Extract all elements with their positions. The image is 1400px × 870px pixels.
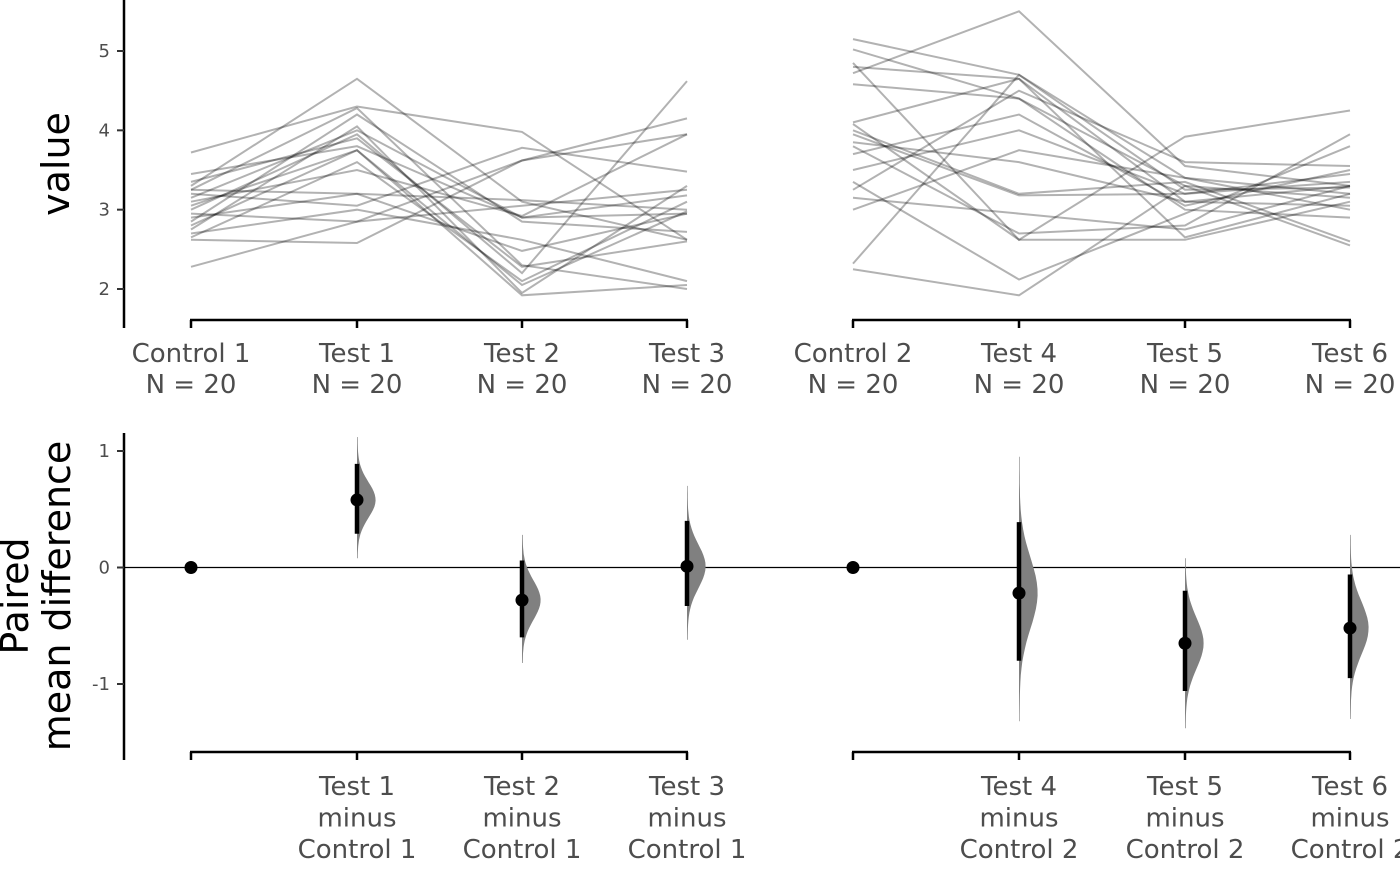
- x-category-label: Test 2: [483, 339, 560, 369]
- x-comparison-label: minus: [1310, 804, 1389, 834]
- y-axis-title: Pairedmean difference: [0, 441, 79, 752]
- x-comparison-label: Control 2: [1291, 835, 1400, 865]
- x-sample-size-label: N = 20: [974, 370, 1065, 400]
- x-comparison-label: Test 4: [980, 772, 1057, 802]
- x-sample-size-label: N = 20: [642, 370, 733, 400]
- mean-difference-point: [681, 560, 694, 573]
- x-comparison-label: Control 1: [298, 835, 417, 865]
- x-comparison-label: Control 2: [1126, 835, 1245, 865]
- x-category-label: Control 2: [794, 339, 913, 369]
- x-sample-size-label: N = 20: [1305, 370, 1396, 400]
- x-category-label: Test 1: [318, 339, 395, 369]
- x-comparison-label: minus: [1145, 804, 1224, 834]
- mean-difference-point: [1013, 587, 1026, 600]
- y-tick-label: -1: [92, 674, 110, 695]
- x-category-label: Test 5: [1146, 339, 1223, 369]
- x-sample-size-label: N = 20: [146, 370, 237, 400]
- y-axis-title: value: [34, 112, 78, 216]
- y-tick-label: 0: [99, 558, 110, 579]
- x-sample-size-label: N = 20: [808, 370, 899, 400]
- x-comparison-label: minus: [647, 804, 726, 834]
- x-category-label: Control 1: [132, 339, 251, 369]
- x-comparison-label: Test 1: [318, 772, 395, 802]
- y-tick-label: 3: [99, 200, 110, 221]
- mean-difference-point: [847, 561, 860, 574]
- paired-observation-line: [853, 186, 1350, 295]
- mean-difference-point: [1344, 622, 1357, 635]
- y-axis-title-line: Paired: [0, 537, 37, 654]
- x-category-label: Test 3: [648, 339, 725, 369]
- x-comparison-label: minus: [482, 804, 561, 834]
- x-category-label: Test 6: [1311, 339, 1388, 369]
- x-comparison-label: Test 2: [483, 772, 560, 802]
- mean-difference-point: [185, 561, 198, 574]
- mean-difference-point: [516, 594, 529, 607]
- x-comparison-label: Control 2: [960, 835, 1079, 865]
- y-tick-label: 1: [99, 441, 110, 462]
- x-comparison-label: Control 1: [628, 835, 747, 865]
- y-tick-label: 4: [99, 120, 110, 141]
- x-sample-size-label: N = 20: [312, 370, 403, 400]
- x-sample-size-label: N = 20: [1140, 370, 1231, 400]
- paired-observation-line: [191, 126, 687, 293]
- x-comparison-label: minus: [317, 804, 396, 834]
- y-tick-label: 2: [99, 279, 110, 300]
- mean-difference-point: [351, 493, 364, 506]
- x-sample-size-label: N = 20: [477, 370, 568, 400]
- y-axis-title-line: mean difference: [35, 441, 79, 752]
- x-comparison-label: Test 6: [1311, 772, 1388, 802]
- x-category-label: Test 4: [980, 339, 1057, 369]
- x-comparison-label: Control 1: [463, 835, 582, 865]
- y-tick-label: 5: [99, 41, 110, 62]
- x-comparison-label: Test 3: [648, 772, 725, 802]
- paired-observation-line: [853, 39, 1350, 194]
- x-comparison-label: Test 5: [1146, 772, 1223, 802]
- mean-difference-point: [1179, 637, 1192, 650]
- x-comparison-label: minus: [979, 804, 1058, 834]
